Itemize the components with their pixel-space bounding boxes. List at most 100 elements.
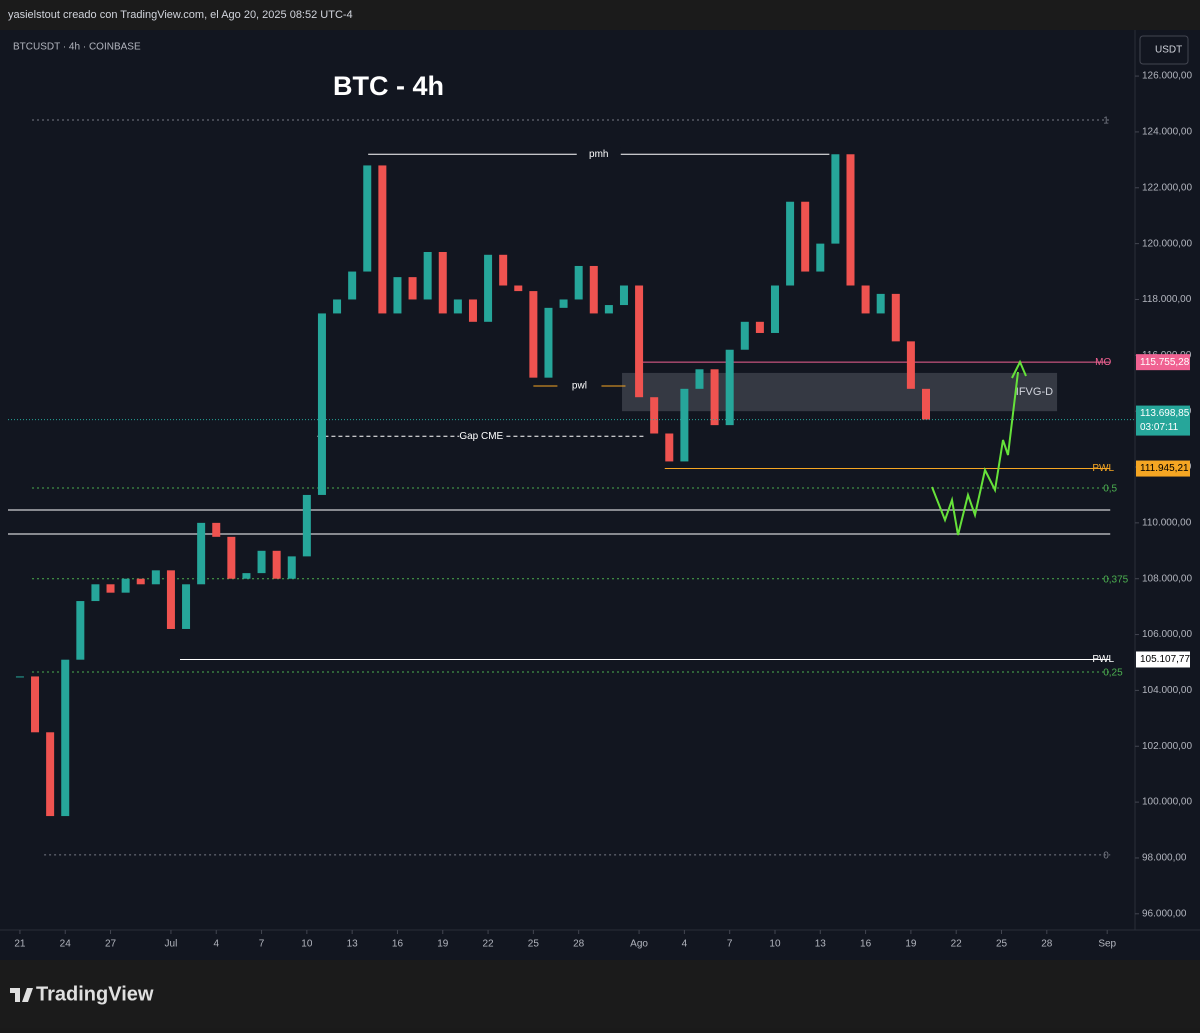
candle bbox=[514, 285, 523, 292]
candle bbox=[121, 578, 130, 593]
candle bbox=[287, 556, 296, 579]
candle bbox=[182, 584, 191, 629]
candle bbox=[15, 676, 24, 678]
y-tick-label: 104.000,00 bbox=[1142, 685, 1192, 696]
y-tick-label: 122.000,00 bbox=[1142, 182, 1192, 193]
candle bbox=[378, 165, 387, 314]
candle bbox=[91, 584, 100, 602]
y-tick-label: 98.000,00 bbox=[1142, 853, 1187, 864]
y-tick-label: 106.000,00 bbox=[1142, 629, 1192, 640]
projection-path bbox=[931, 371, 1019, 536]
candle bbox=[921, 388, 930, 420]
candle bbox=[529, 291, 538, 378]
candle bbox=[635, 285, 644, 398]
candle bbox=[76, 601, 85, 660]
candle bbox=[484, 254, 493, 322]
candle bbox=[816, 243, 825, 272]
level-label: 0,375 bbox=[1103, 574, 1128, 585]
y-tick-label: 108.000,00 bbox=[1142, 573, 1192, 584]
candle bbox=[227, 536, 236, 579]
candle bbox=[906, 341, 915, 389]
x-tick-label: 19 bbox=[437, 939, 449, 950]
price-tag: 105.107,77 bbox=[1140, 654, 1190, 665]
candle bbox=[408, 277, 417, 300]
level-label-bg bbox=[459, 429, 504, 444]
plot: 96.000,0098.000,00100.000,00102.000,0010… bbox=[8, 71, 1192, 950]
currency-box[interactable] bbox=[1139, 35, 1189, 65]
current-price-tag: 113.698,85 bbox=[1140, 408, 1190, 419]
price-tag: 111.945,21 bbox=[1140, 463, 1189, 474]
symbol: BTCUSDT · 4h · COINBASE bbox=[13, 42, 141, 53]
brand-logo bbox=[10, 988, 33, 1002]
candle bbox=[242, 573, 251, 579]
logo-mark bbox=[10, 988, 33, 1002]
x-tick-label: 7 bbox=[259, 939, 265, 950]
chart-title: BTC - 4h bbox=[333, 71, 444, 101]
candle bbox=[891, 293, 900, 342]
x-tick-label: 10 bbox=[769, 939, 781, 950]
x-tick-label: 22 bbox=[951, 939, 963, 950]
candle bbox=[801, 201, 810, 272]
candle bbox=[725, 349, 734, 426]
candle bbox=[604, 305, 613, 314]
candle bbox=[650, 397, 659, 434]
candle bbox=[166, 570, 175, 629]
candle bbox=[393, 277, 402, 314]
candle bbox=[61, 659, 70, 817]
candle bbox=[574, 265, 583, 300]
x-tick-label: 24 bbox=[60, 939, 72, 950]
level-label: Gap CME bbox=[459, 431, 503, 442]
level-label: 0 bbox=[1103, 851, 1109, 862]
x-tick-label: 28 bbox=[1041, 939, 1053, 950]
zone-label: IFVG-D bbox=[1016, 386, 1053, 398]
candle bbox=[786, 201, 795, 286]
candle bbox=[348, 271, 357, 300]
y-tick-label: 96.000,00 bbox=[1142, 908, 1187, 919]
brand: TradingView bbox=[36, 983, 154, 1005]
candle bbox=[31, 676, 40, 733]
fvg-zone bbox=[622, 372, 1058, 412]
x-tick-label: 21 bbox=[14, 939, 26, 950]
candle bbox=[136, 578, 145, 585]
level-label: 1 bbox=[1103, 116, 1109, 127]
candle bbox=[272, 550, 281, 579]
candle bbox=[468, 299, 477, 322]
candle bbox=[861, 285, 870, 314]
candle bbox=[106, 584, 115, 593]
level-label: pwl bbox=[572, 381, 587, 392]
candle bbox=[453, 299, 462, 314]
candle bbox=[846, 154, 855, 286]
currency: USDT bbox=[1155, 45, 1182, 56]
candle bbox=[619, 285, 628, 306]
price-tag-bg bbox=[1136, 460, 1190, 477]
y-tick-label: 118.000,00 bbox=[1142, 294, 1192, 305]
y-tick-label: 120.000,00 bbox=[1142, 238, 1192, 249]
y-tick-label: 110.000,00 bbox=[1142, 518, 1192, 529]
candle bbox=[46, 732, 55, 817]
x-tick-label: Jul bbox=[165, 939, 178, 950]
candle bbox=[317, 313, 326, 495]
x-tick-label: 16 bbox=[392, 939, 404, 950]
candle bbox=[438, 251, 447, 314]
candle bbox=[151, 570, 160, 585]
candle bbox=[876, 293, 885, 314]
candle bbox=[589, 265, 598, 314]
x-tick-label: 25 bbox=[528, 939, 540, 950]
x-tick-label: 4 bbox=[682, 939, 688, 950]
candle bbox=[770, 285, 779, 333]
candle bbox=[740, 321, 749, 350]
candle bbox=[665, 433, 674, 462]
price-tag-bg bbox=[1136, 651, 1190, 668]
candle bbox=[544, 307, 553, 378]
level-label: 0,25 bbox=[1103, 668, 1123, 679]
x-tick-label: 19 bbox=[905, 939, 917, 950]
x-tick-label: 22 bbox=[483, 939, 495, 950]
candle bbox=[197, 522, 206, 585]
candle bbox=[333, 299, 342, 314]
projection-arrowhead bbox=[1011, 359, 1027, 379]
candle bbox=[302, 494, 311, 557]
current-tag-bg bbox=[1136, 405, 1190, 436]
price-tag: 115.755,28 bbox=[1140, 357, 1190, 368]
candle bbox=[257, 550, 266, 574]
